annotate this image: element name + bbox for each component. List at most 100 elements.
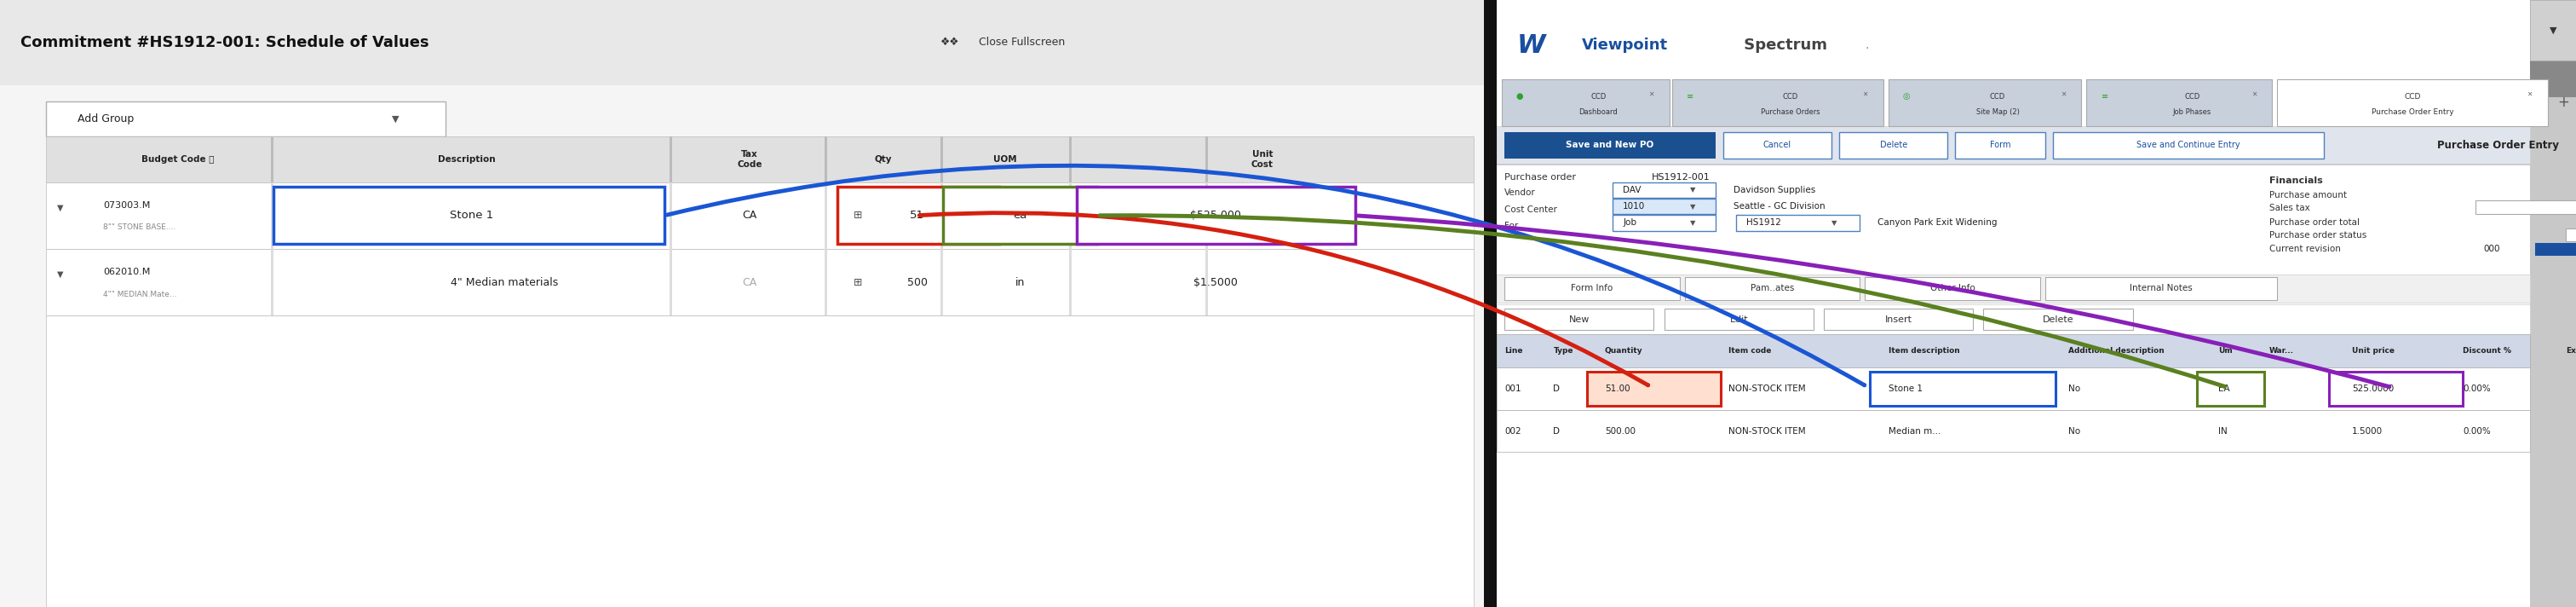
Text: Discount %: Discount %: [2463, 347, 2512, 354]
Text: Budget Code ⓘ: Budget Code ⓘ: [142, 155, 214, 164]
FancyBboxPatch shape: [1870, 371, 2056, 405]
Text: Description: Description: [438, 155, 495, 164]
Text: CCD: CCD: [1783, 93, 1798, 101]
FancyBboxPatch shape: [1955, 132, 2045, 158]
Text: 51: 51: [909, 210, 925, 221]
FancyBboxPatch shape: [943, 187, 1097, 244]
Text: Sales tax: Sales tax: [2269, 204, 2311, 212]
Text: CCD: CCD: [2184, 93, 2200, 101]
Text: No: No: [2069, 427, 2081, 435]
Text: Job Phases: Job Phases: [2174, 108, 2210, 116]
FancyBboxPatch shape: [1587, 371, 1721, 405]
Text: Canyon Park Exit Widening: Canyon Park Exit Widening: [1878, 219, 1996, 227]
Text: Item description: Item description: [1888, 347, 1960, 354]
Text: Other Info: Other Info: [1929, 284, 1976, 293]
Text: 525.0000: 525.0000: [2352, 384, 2393, 393]
Text: Qty: Qty: [876, 155, 891, 164]
FancyBboxPatch shape: [2087, 79, 2272, 126]
FancyBboxPatch shape: [2045, 277, 2277, 300]
Text: ✕: ✕: [2251, 90, 2257, 98]
Text: NON-STOCK ITEM: NON-STOCK ITEM: [1728, 384, 1806, 393]
FancyBboxPatch shape: [1736, 215, 1860, 231]
Text: ▼: ▼: [57, 270, 62, 279]
FancyBboxPatch shape: [1497, 164, 2530, 165]
FancyBboxPatch shape: [1672, 79, 1883, 126]
Text: Delete: Delete: [2043, 315, 2074, 324]
FancyBboxPatch shape: [837, 187, 999, 244]
Text: ▼: ▼: [392, 115, 399, 123]
FancyBboxPatch shape: [273, 187, 665, 244]
Text: Stone 1: Stone 1: [1888, 384, 1922, 393]
FancyBboxPatch shape: [670, 249, 672, 316]
Text: Cost Center: Cost Center: [1504, 205, 1556, 214]
Text: Item code: Item code: [1728, 347, 1772, 354]
Text: 1.5000: 1.5000: [2352, 427, 2383, 435]
Text: 0.00%: 0.00%: [2463, 384, 2491, 393]
Text: New: New: [1569, 315, 1589, 324]
FancyBboxPatch shape: [2530, 0, 2576, 61]
Text: Dashboard: Dashboard: [1579, 108, 1618, 116]
Text: ▼: ▼: [1690, 219, 1695, 226]
Text: 073003.M: 073003.M: [103, 201, 149, 210]
Text: IN: IN: [2218, 427, 2228, 435]
FancyBboxPatch shape: [1497, 410, 2530, 452]
Text: Spectrum: Spectrum: [1739, 38, 1826, 53]
FancyBboxPatch shape: [1497, 0, 2530, 607]
Text: Unit
Cost: Unit Cost: [1252, 150, 1273, 169]
Text: Additional description: Additional description: [2069, 347, 2164, 354]
Text: $1.5000: $1.5000: [1193, 277, 1239, 288]
Text: 062010.M: 062010.M: [103, 268, 149, 277]
Text: ⊞: ⊞: [853, 210, 863, 221]
FancyBboxPatch shape: [1685, 277, 1860, 300]
Text: 001: 001: [1504, 384, 1520, 393]
FancyBboxPatch shape: [1865, 277, 2040, 300]
Text: CCD: CCD: [2403, 93, 2421, 101]
Text: Um: Um: [2218, 347, 2233, 354]
Text: ▼: ▼: [2550, 26, 2555, 35]
Text: Insert: Insert: [1886, 315, 1911, 324]
FancyArrowPatch shape: [1358, 215, 2391, 387]
Text: 0.00%: 0.00%: [2463, 427, 2491, 435]
Text: Close Fullscreen: Close Fullscreen: [979, 37, 1064, 48]
Text: EA: EA: [2218, 384, 2231, 393]
Text: HS1912: HS1912: [1747, 219, 1783, 227]
Text: CA: CA: [742, 210, 757, 221]
FancyBboxPatch shape: [2530, 61, 2576, 97]
Text: Vendor: Vendor: [1504, 189, 1535, 197]
Text: 4"" MEDIAN.Mate...: 4"" MEDIAN.Mate...: [103, 290, 178, 298]
Text: ≡: ≡: [2102, 92, 2107, 101]
Text: ✕: ✕: [1862, 90, 1868, 98]
Text: 500.00: 500.00: [1605, 427, 1636, 435]
Text: Purchase order total: Purchase order total: [2269, 218, 2360, 226]
Text: NON-STOCK ITEM: NON-STOCK ITEM: [1728, 427, 1806, 435]
FancyBboxPatch shape: [1497, 0, 2530, 79]
FancyBboxPatch shape: [46, 316, 1473, 607]
FancyBboxPatch shape: [1888, 79, 2081, 126]
Text: ✕: ✕: [1649, 90, 1654, 98]
Text: Internal Notes: Internal Notes: [2130, 284, 2192, 293]
FancyBboxPatch shape: [1497, 126, 2530, 164]
FancyBboxPatch shape: [0, 0, 1484, 85]
Text: 8"" STONE BASE....: 8"" STONE BASE....: [103, 223, 175, 231]
FancyBboxPatch shape: [1497, 164, 2530, 274]
Text: ◎: ◎: [1904, 92, 1909, 101]
Text: .: .: [1865, 39, 1868, 52]
FancyBboxPatch shape: [670, 137, 672, 182]
Text: Purchase amount: Purchase amount: [2269, 191, 2347, 200]
Text: DAV: DAV: [1623, 186, 1641, 194]
Text: HS1912-001: HS1912-001: [1651, 173, 1710, 181]
Text: Extens: Extens: [2566, 347, 2576, 354]
FancyBboxPatch shape: [1077, 187, 1355, 244]
Text: ⊞: ⊞: [853, 277, 863, 288]
FancyBboxPatch shape: [1484, 0, 1497, 607]
FancyBboxPatch shape: [46, 137, 1473, 182]
Text: UOM: UOM: [992, 155, 1018, 164]
FancyBboxPatch shape: [1206, 137, 1208, 182]
Text: ≡: ≡: [1687, 92, 1692, 101]
Text: Seattle - GC Division: Seattle - GC Division: [1734, 202, 1826, 211]
Text: ❖❖: ❖❖: [940, 37, 958, 48]
Text: Delete: Delete: [1880, 141, 1906, 149]
Text: ▼: ▼: [1690, 203, 1695, 210]
FancyBboxPatch shape: [1206, 182, 1208, 249]
FancyBboxPatch shape: [2277, 79, 2548, 126]
